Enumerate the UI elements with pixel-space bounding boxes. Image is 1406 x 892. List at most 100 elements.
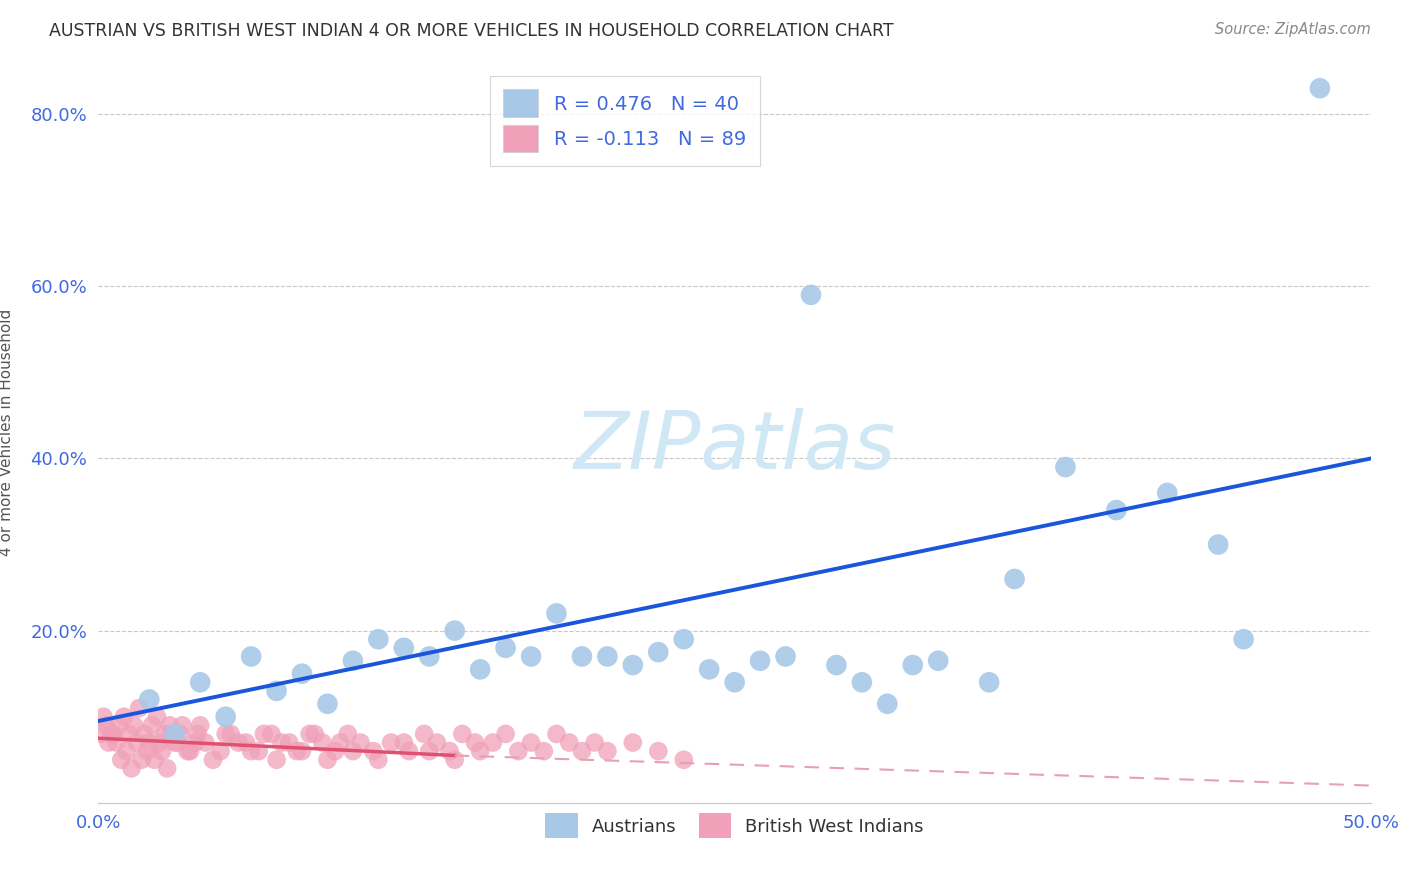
Point — [253, 727, 276, 741]
Point — [451, 727, 474, 741]
Point — [260, 727, 283, 741]
Point — [153, 727, 176, 741]
Point — [342, 654, 364, 668]
Point — [596, 744, 619, 758]
Point — [672, 753, 695, 767]
Point — [426, 735, 449, 749]
Point — [749, 654, 772, 668]
Point — [266, 684, 288, 698]
Point — [194, 735, 217, 749]
Point — [188, 718, 211, 732]
Point — [439, 744, 461, 758]
Point — [100, 727, 122, 741]
Point — [187, 727, 209, 741]
Point — [118, 727, 141, 741]
Point — [316, 697, 339, 711]
Point — [214, 727, 236, 741]
Point — [209, 744, 232, 758]
Point — [583, 735, 606, 749]
Point — [558, 735, 581, 749]
Point — [125, 735, 148, 749]
Point — [143, 753, 166, 767]
Point — [672, 632, 695, 647]
Point — [235, 735, 257, 749]
Point — [418, 744, 440, 758]
Point — [148, 735, 170, 749]
Point — [146, 709, 169, 723]
Point — [508, 744, 530, 758]
Point — [107, 718, 129, 732]
Point — [342, 744, 364, 758]
Point — [546, 727, 568, 741]
Point — [112, 709, 135, 723]
Point — [201, 753, 224, 767]
Point — [329, 735, 352, 749]
Point — [800, 288, 823, 302]
Point — [97, 735, 120, 749]
Point — [1004, 572, 1026, 586]
Point — [398, 744, 420, 758]
Point — [240, 649, 263, 664]
Point — [270, 735, 292, 749]
Point — [482, 735, 505, 749]
Point — [571, 649, 593, 664]
Point — [596, 649, 619, 664]
Point — [336, 727, 359, 741]
Point — [166, 735, 188, 749]
Point — [464, 735, 486, 749]
Point — [851, 675, 873, 690]
Point — [285, 744, 308, 758]
Point — [94, 718, 117, 732]
Point — [121, 761, 143, 775]
Point — [647, 744, 669, 758]
Point — [901, 658, 924, 673]
Point — [1309, 81, 1331, 95]
Point — [188, 675, 211, 690]
Point — [128, 701, 150, 715]
Point — [304, 727, 326, 741]
Point — [316, 753, 339, 767]
Point — [392, 735, 415, 749]
Point — [240, 744, 263, 758]
Point — [219, 727, 242, 741]
Point — [278, 735, 301, 749]
Point — [103, 727, 125, 741]
Point — [172, 718, 194, 732]
Point — [135, 744, 157, 758]
Point — [571, 744, 593, 758]
Point — [122, 718, 145, 732]
Point — [533, 744, 555, 758]
Point — [392, 640, 415, 655]
Point — [291, 666, 314, 681]
Point — [93, 709, 115, 723]
Point — [214, 709, 236, 723]
Point — [163, 735, 186, 749]
Y-axis label: 4 or more Vehicles in Household: 4 or more Vehicles in Household — [0, 309, 14, 557]
Point — [647, 645, 669, 659]
Point — [150, 744, 173, 758]
Point — [470, 744, 492, 758]
Point — [110, 753, 132, 767]
Point — [443, 624, 465, 638]
Point — [1105, 503, 1128, 517]
Point — [138, 735, 160, 749]
Point — [138, 692, 160, 706]
Point — [470, 662, 492, 676]
Point — [131, 753, 153, 767]
Point — [169, 727, 191, 741]
Point — [621, 735, 644, 749]
Point — [184, 735, 207, 749]
Point — [1156, 486, 1178, 500]
Point — [311, 735, 333, 749]
Point — [495, 727, 517, 741]
Text: Source: ZipAtlas.com: Source: ZipAtlas.com — [1215, 22, 1371, 37]
Point — [979, 675, 1001, 690]
Point — [1233, 632, 1256, 647]
Point — [927, 654, 949, 668]
Point — [775, 649, 797, 664]
Point — [105, 735, 128, 749]
Point — [361, 744, 384, 758]
Point — [160, 727, 183, 741]
Point — [228, 735, 250, 749]
Point — [291, 744, 314, 758]
